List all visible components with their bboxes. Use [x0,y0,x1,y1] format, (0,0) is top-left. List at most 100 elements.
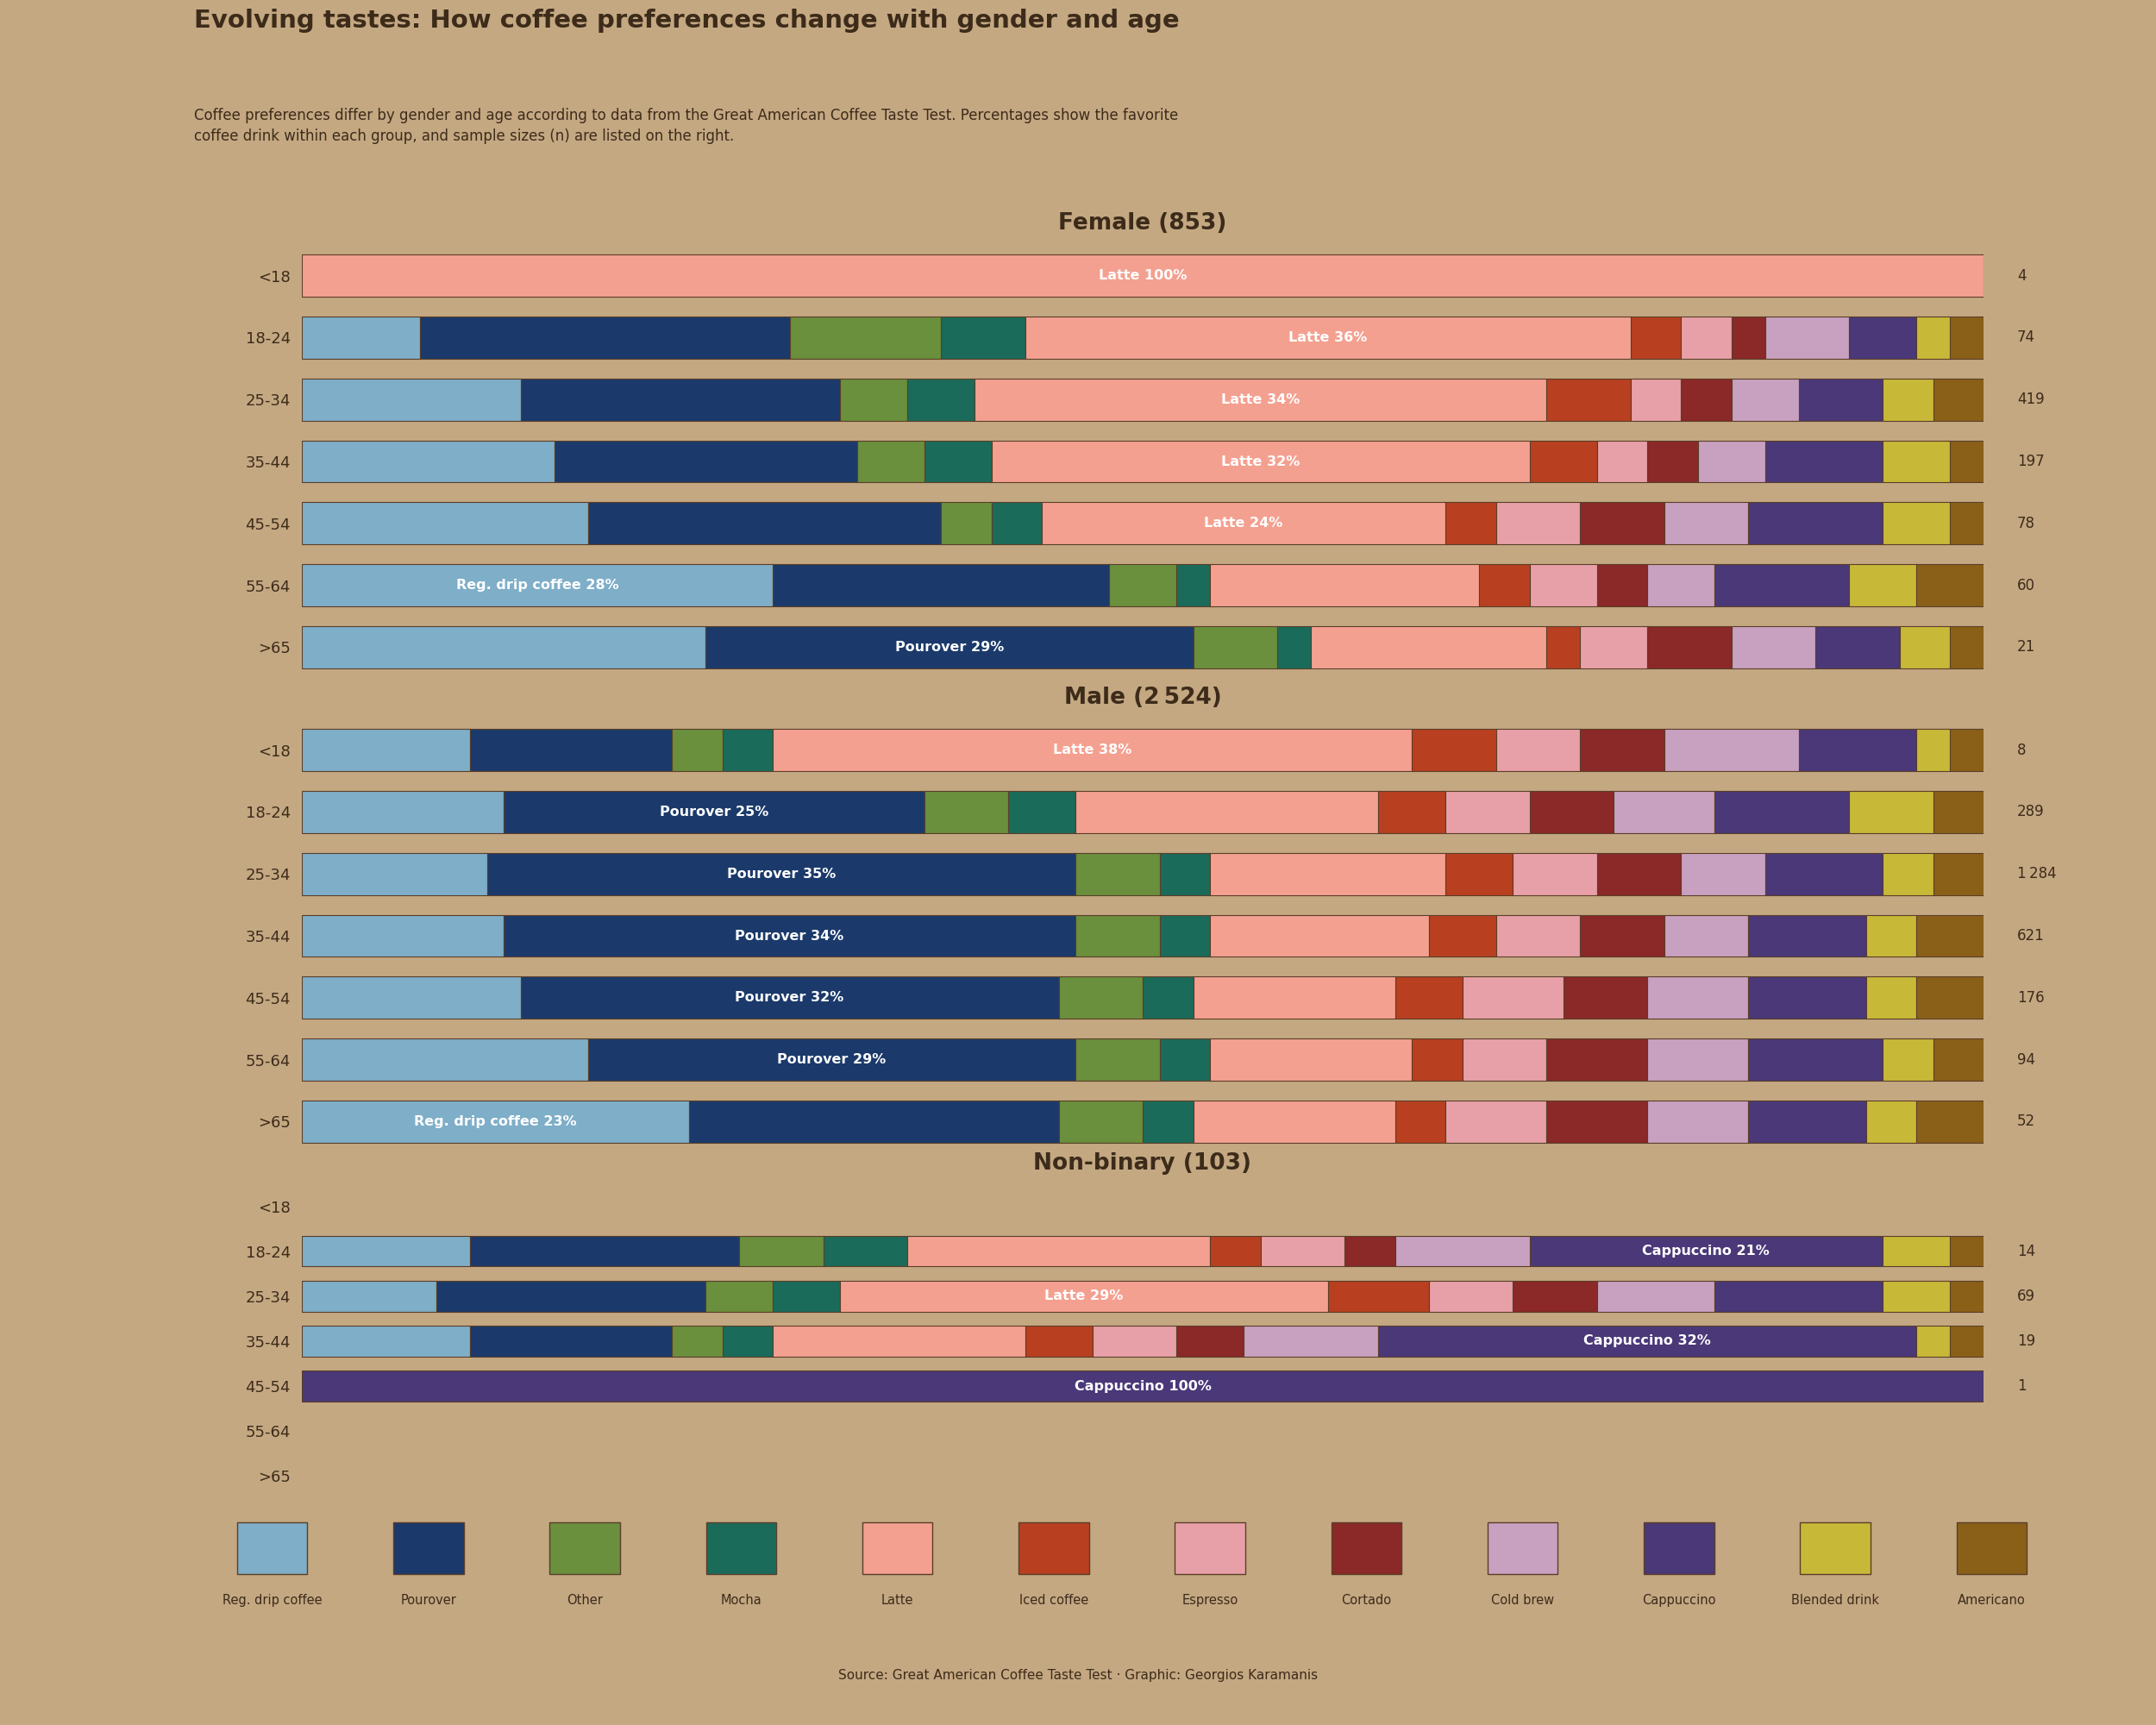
Bar [1462,1038,1546,1082]
Bar [1882,440,1949,483]
Text: Latte: Latte [882,1594,914,1608]
Bar [1917,1327,1949,1356]
Bar [302,852,487,895]
Bar [1378,790,1445,833]
Text: Cappuccino 32%: Cappuccino 32% [1583,1335,1712,1347]
Bar [1865,914,1917,957]
Bar [722,1327,772,1356]
Bar [1749,1101,1865,1142]
Text: Espresso: Espresso [1181,1594,1238,1608]
Text: Latte 24%: Latte 24% [1205,518,1283,530]
Bar [1529,564,1598,607]
Bar [1899,626,1949,668]
Bar [1378,1327,1917,1356]
Bar [1934,378,1984,421]
Bar [1882,852,1934,895]
Bar [1210,914,1429,957]
Bar [1949,502,1984,545]
Text: Mocha: Mocha [720,1594,761,1608]
Bar [772,1282,841,1311]
Bar [1496,730,1580,771]
Bar [1514,852,1598,895]
Bar [1108,564,1177,607]
Text: Latte 32%: Latte 32% [1220,455,1300,467]
Bar [302,255,1984,297]
Text: Pourover 29%: Pourover 29% [776,1054,886,1066]
Bar [436,1282,705,1311]
Bar [1445,502,1496,545]
Bar [1563,976,1647,1019]
Text: Reg. drip coffee: Reg. drip coffee [222,1594,321,1608]
Bar [1244,1327,1378,1356]
Bar [1192,626,1276,668]
Bar [487,852,1076,895]
Bar [1395,976,1462,1019]
Bar [1815,626,1899,668]
Bar [302,1327,470,1356]
Bar [1749,914,1865,957]
Bar [1917,730,1949,771]
Text: Other: Other [567,1594,604,1608]
Bar [1177,1327,1244,1356]
Bar [925,790,1009,833]
Bar [1546,1038,1647,1082]
Bar [1024,1327,1093,1356]
Bar [1177,564,1210,607]
Bar [1496,502,1580,545]
Bar [1865,976,1917,1019]
Bar [1261,1237,1345,1266]
Bar [1682,316,1731,359]
Text: 8: 8 [2018,742,2027,757]
Bar [1766,316,1850,359]
Bar [908,1237,1210,1266]
Bar [1647,1101,1749,1142]
Text: Pourover 29%: Pourover 29% [895,640,1005,654]
Bar [824,1237,908,1266]
Text: Cappuccino 21%: Cappuccino 21% [1643,1245,1770,1258]
Bar [1328,1282,1429,1311]
Text: Pourover 34%: Pourover 34% [735,930,843,942]
Bar [302,316,420,359]
Bar [1345,1237,1395,1266]
Bar [1850,316,1917,359]
Bar [1210,1237,1261,1266]
Bar [1160,914,1210,957]
Text: Source: Great American Coffee Taste Test · Graphic: Georgios Karamanis: Source: Great American Coffee Taste Test… [839,1670,1317,1682]
Bar [1412,1038,1462,1082]
Bar [1514,1282,1598,1311]
Bar [1749,976,1865,1019]
FancyBboxPatch shape [550,1523,621,1573]
FancyBboxPatch shape [237,1523,308,1573]
Bar [975,378,1546,421]
Bar [1529,440,1598,483]
Title: Female (853): Female (853) [1059,212,1227,235]
Bar [1917,564,1984,607]
Bar [1682,378,1731,421]
Bar [1731,626,1815,668]
Bar [1276,626,1311,668]
Text: 1 284: 1 284 [2018,866,2057,881]
Bar [1647,440,1697,483]
Bar [925,440,992,483]
Bar [1462,976,1563,1019]
Bar [302,1038,589,1082]
Text: 419: 419 [2018,392,2044,407]
Bar [1445,1101,1546,1142]
FancyBboxPatch shape [1330,1523,1401,1573]
Text: Cappuccino 100%: Cappuccino 100% [1074,1380,1212,1392]
Bar [1429,1282,1514,1311]
Bar [1059,1101,1143,1142]
Bar [722,730,772,771]
Text: 19: 19 [2018,1333,2035,1349]
Bar [1210,852,1445,895]
Bar [1598,852,1682,895]
Bar [1949,316,1984,359]
Bar [1076,852,1160,895]
Bar [1934,852,1984,895]
Text: Latte 36%: Latte 36% [1289,331,1367,343]
Text: Coffee preferences differ by gender and age according to data from the Great Ame: Coffee preferences differ by gender and … [194,109,1177,143]
Bar [1949,626,1984,668]
Bar [1798,378,1882,421]
Bar [1647,564,1714,607]
Bar [1731,316,1766,359]
